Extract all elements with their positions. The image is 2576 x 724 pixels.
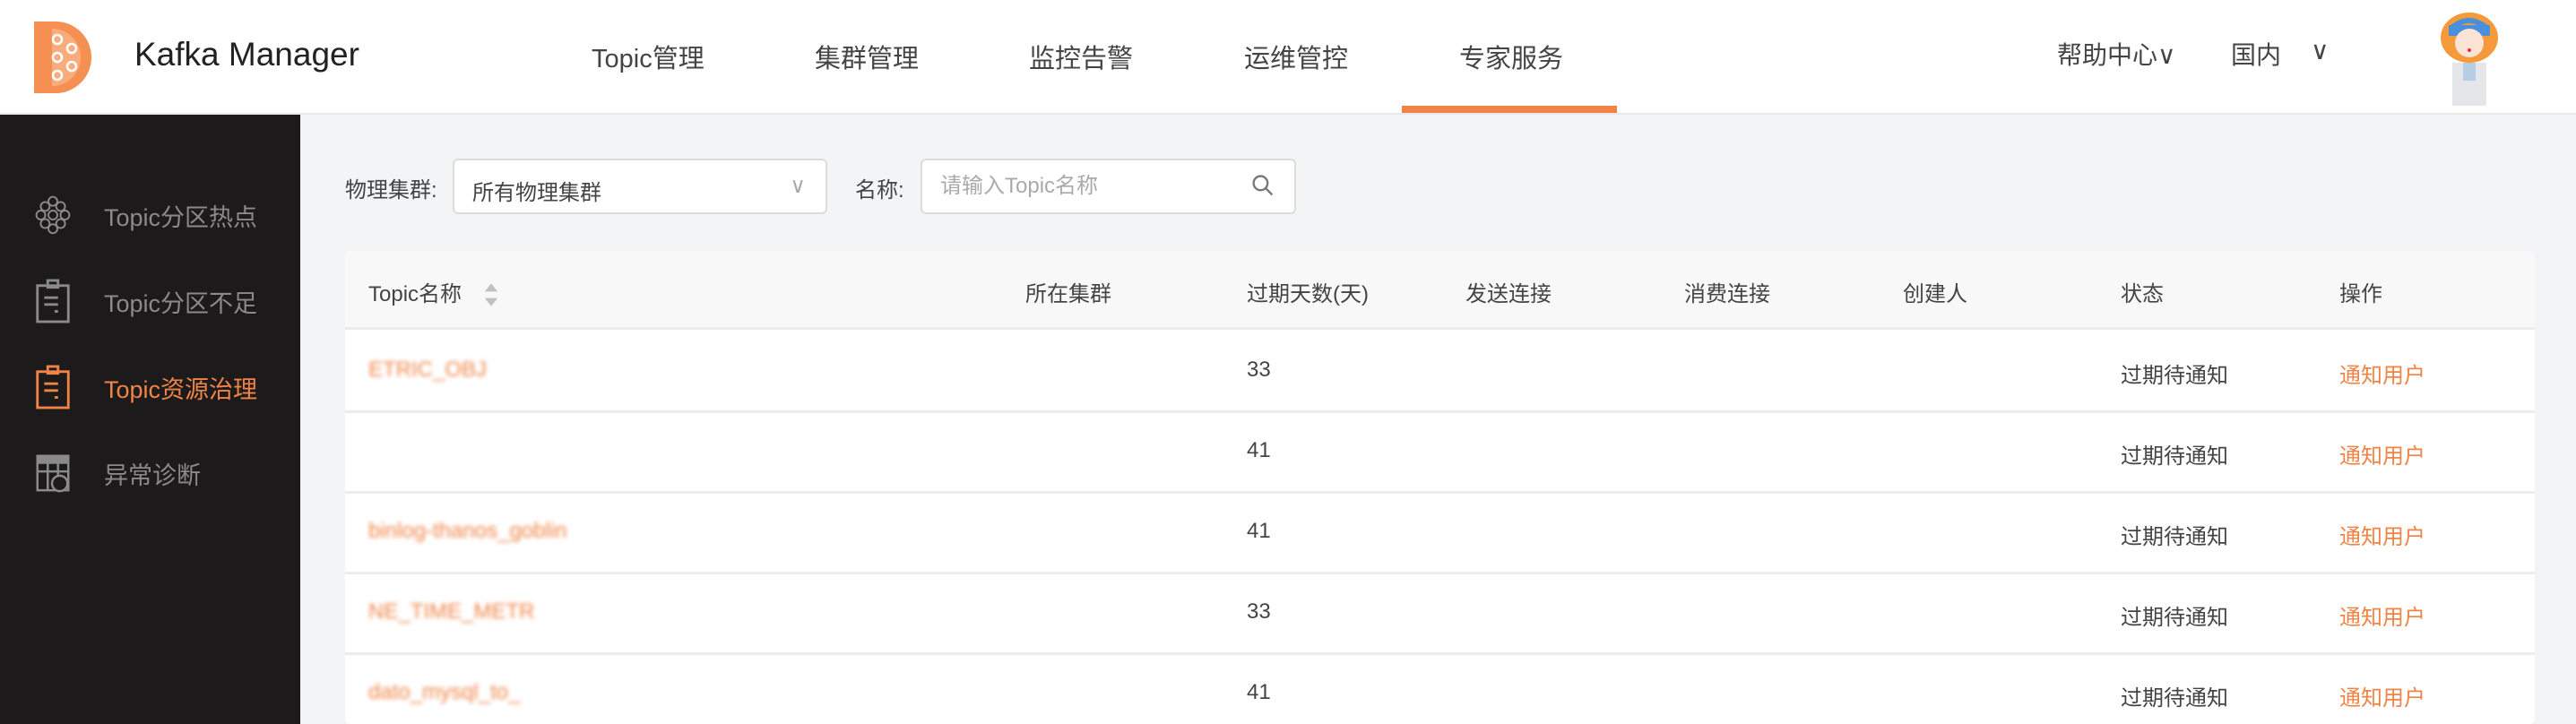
- column-status: 状态: [2121, 282, 2164, 306]
- nav-operations[interactable]: 运维管控: [1244, 45, 1349, 73]
- sidebar-item-topic-partition-insufficient[interactable]: Topic分区不足: [32, 279, 257, 323]
- expire-days-cell: 41: [1247, 519, 1271, 543]
- nav-monitoring-alerts[interactable]: 监控告警: [1029, 45, 1134, 73]
- notify-user-link[interactable]: 通知用户: [2339, 444, 2425, 469]
- help-center-dropdown[interactable]: 帮助中心∨: [2057, 41, 2176, 69]
- avatar[interactable]: [2440, 13, 2499, 106]
- expire-days-cell: 33: [1247, 599, 1271, 624]
- expire-days-cell: 33: [1247, 358, 1271, 382]
- chevron-down-icon[interactable]: ∨: [2311, 37, 2330, 65]
- cluster-filter-label: 物理集群:: [345, 178, 437, 203]
- status-cell: 过期待通知: [2121, 444, 2228, 469]
- table-row: dato_mysql_to_ 41 过期待通知 通知用户: [345, 655, 2535, 724]
- status-cell: 过期待通知: [2121, 364, 2228, 388]
- notify-user-link[interactable]: 通知用户: [2339, 364, 2425, 388]
- topic-table: Topic名称 所在集群 过期天数(天) 发送连接 消费连接 创建人 状态 操作…: [345, 251, 2535, 724]
- region-dropdown[interactable]: 国内: [2231, 41, 2282, 69]
- column-expire-days: 过期天数(天): [1247, 282, 1369, 306]
- honeycomb-icon: [35, 195, 71, 235]
- status-cell: 过期待通知: [2121, 525, 2228, 549]
- nav-expert-services[interactable]: 专家服务: [1459, 45, 1564, 73]
- sidebar-item-label: Topic分区热点: [104, 203, 258, 231]
- table-row: ETRIC_OBJ 33 过期待通知 通知用户: [345, 332, 2535, 413]
- notify-user-link[interactable]: 通知用户: [2339, 525, 2425, 549]
- cluster-select-value: 所有物理集群: [472, 181, 601, 205]
- name-filter-label: 名称:: [855, 178, 904, 203]
- table-row: NE_TIME_METR 33 过期待通知 通知用户: [345, 574, 2535, 655]
- sidebar: Topic分区热点 Topic分区不足 Topic资源治理 异常诊断: [0, 115, 300, 724]
- clipboard-icon: [36, 365, 70, 409]
- table-row: 41 过期待通知 通知用户: [345, 413, 2535, 494]
- sidebar-item-topic-resource-governance[interactable]: Topic资源治理: [32, 365, 257, 409]
- column-action: 操作: [2339, 282, 2382, 306]
- topic-name-link[interactable]: dato_mysql_to_: [368, 680, 521, 704]
- column-creator: 创建人: [1903, 282, 1967, 306]
- sidebar-item-label: Topic资源治理: [104, 375, 258, 403]
- table-dollar-icon: [36, 454, 70, 493]
- app-title: Kafka Manager: [134, 36, 359, 73]
- expire-days-cell: 41: [1247, 438, 1271, 462]
- topic-name-link[interactable]: NE_TIME_METR: [368, 599, 535, 624]
- topic-name-link[interactable]: ETRIC_OBJ: [368, 358, 488, 382]
- status-cell: 过期待通知: [2121, 606, 2228, 630]
- column-topic-name[interactable]: Topic名称: [368, 282, 462, 306]
- sidebar-item-label: Topic分区不足: [104, 289, 258, 317]
- sort-icon[interactable]: [483, 281, 499, 308]
- sidebar-item-label: 异常诊断: [104, 461, 201, 489]
- topic-name-link[interactable]: binlog-thanos_goblin: [368, 519, 567, 543]
- column-consume-connections: 消费连接: [1684, 282, 1770, 306]
- column-cluster: 所在集群: [1025, 282, 1111, 306]
- column-send-connections: 发送连接: [1465, 282, 1552, 306]
- search-icon[interactable]: [1251, 174, 1275, 197]
- cluster-select[interactable]: 所有物理集群 ∨: [453, 159, 827, 214]
- nav-topic-management[interactable]: Topic管理: [592, 45, 705, 73]
- topic-name-search-input[interactable]: [921, 159, 1296, 214]
- expire-days-cell: 41: [1247, 680, 1271, 704]
- status-cell: 过期待通知: [2121, 686, 2228, 711]
- top-header: Kafka Manager Topic管理 集群管理 监控告警 运维管控 专家服…: [0, 0, 2576, 115]
- sidebar-item-anomaly-diagnosis[interactable]: 异常诊断: [32, 451, 201, 496]
- notify-user-link[interactable]: 通知用户: [2339, 606, 2425, 630]
- nav-active-indicator: [1402, 106, 1617, 113]
- notify-user-link[interactable]: 通知用户: [2339, 686, 2425, 711]
- clipboard-icon: [36, 279, 70, 323]
- sidebar-item-topic-partition-hotspot[interactable]: Topic分区热点: [32, 193, 257, 237]
- chevron-down-icon: ∨: [790, 174, 806, 198]
- table-header: Topic名称 所在集群 过期天数(天) 发送连接 消费连接 创建人 状态 操作: [345, 251, 2535, 330]
- logo-icon[interactable]: [30, 18, 102, 97]
- nav-cluster-management[interactable]: 集群管理: [815, 45, 920, 73]
- table-row: binlog-thanos_goblin 41 过期待通知 通知用户: [345, 494, 2535, 574]
